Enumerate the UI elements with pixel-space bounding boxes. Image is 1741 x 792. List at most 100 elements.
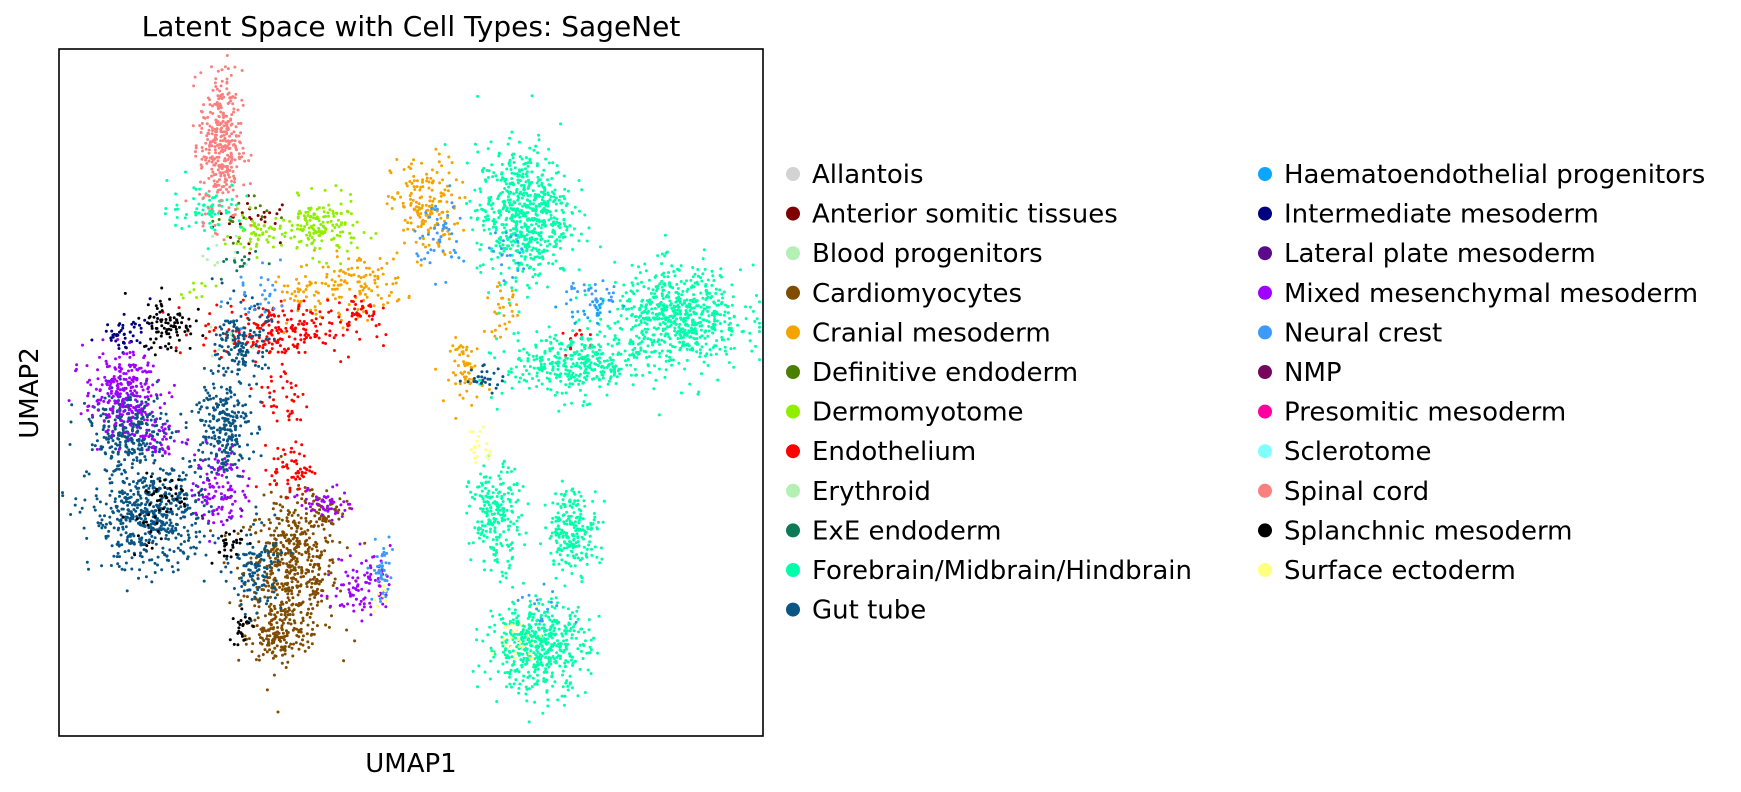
- data-point: [465, 389, 469, 393]
- data-point: [244, 312, 248, 316]
- data-point: [494, 502, 498, 506]
- data-point: [625, 363, 629, 367]
- data-point: [490, 163, 494, 167]
- data-point: [686, 316, 690, 320]
- data-point: [700, 372, 703, 376]
- data-point: [654, 274, 658, 278]
- data-point: [285, 568, 289, 572]
- data-point: [707, 305, 711, 309]
- data-point: [467, 371, 470, 375]
- data-point: [336, 218, 340, 222]
- data-point: [181, 296, 185, 300]
- data-point: [335, 249, 339, 253]
- data-point: [242, 245, 246, 249]
- data-point: [465, 161, 469, 165]
- data-point: [295, 557, 299, 561]
- data-point: [508, 303, 512, 307]
- data-point: [292, 619, 296, 623]
- data-point: [416, 209, 420, 213]
- data-point: [274, 557, 277, 560]
- data-point: [535, 181, 539, 185]
- data-point: [674, 333, 677, 337]
- data-point: [576, 605, 580, 609]
- data-point: [280, 290, 284, 294]
- data-point: [61, 494, 65, 498]
- data-point: [116, 464, 120, 468]
- data-point: [489, 506, 493, 510]
- data-point: [545, 650, 549, 654]
- data-point: [496, 670, 500, 674]
- data-point: [569, 627, 573, 630]
- data-point: [577, 630, 580, 634]
- data-point: [658, 323, 662, 327]
- data-point: [532, 148, 536, 152]
- data-point: [525, 369, 528, 372]
- data-point: [564, 391, 568, 395]
- data-point: [555, 391, 559, 394]
- data-point: [403, 241, 406, 245]
- data-point: [458, 393, 462, 397]
- data-point: [262, 588, 265, 592]
- data-point: [490, 495, 494, 499]
- data-point: [309, 206, 313, 210]
- data-point: [542, 221, 546, 225]
- data-point: [713, 323, 717, 327]
- data-point: [580, 343, 584, 346]
- data-point: [534, 640, 537, 644]
- data-point: [552, 562, 556, 566]
- data-point: [586, 527, 590, 531]
- data-point: [448, 251, 452, 255]
- data-point: [660, 338, 664, 342]
- data-point: [525, 170, 529, 174]
- data-point: [691, 266, 695, 269]
- data-point: [164, 533, 168, 537]
- data-point: [548, 198, 552, 202]
- data-point: [318, 566, 322, 570]
- data-point: [532, 612, 536, 616]
- data-point: [532, 358, 536, 362]
- data-point: [250, 650, 254, 654]
- data-point: [517, 653, 521, 657]
- data-point: [134, 509, 138, 513]
- data-point: [333, 577, 337, 581]
- data-point: [134, 500, 138, 504]
- data-point: [324, 214, 327, 218]
- data-point: [546, 285, 550, 289]
- data-point: [341, 230, 345, 234]
- data-point: [297, 647, 301, 651]
- data-point: [250, 219, 254, 223]
- data-point: [187, 536, 191, 540]
- data-point: [297, 521, 301, 525]
- data-point: [253, 232, 257, 236]
- data-point: [586, 668, 590, 672]
- data-point: [506, 491, 510, 495]
- data-point: [301, 638, 304, 642]
- data-point: [567, 344, 571, 348]
- data-point: [277, 275, 281, 279]
- data-point: [478, 264, 482, 268]
- data-point: [479, 472, 483, 476]
- data-point: [264, 468, 268, 472]
- data-point: [212, 328, 216, 332]
- data-point: [143, 455, 147, 459]
- data-point: [727, 361, 731, 365]
- data-point: [605, 393, 609, 397]
- data-point: [200, 295, 204, 298]
- data-point: [510, 685, 513, 689]
- data-point: [527, 245, 531, 249]
- data-point: [542, 679, 546, 683]
- data-point: [550, 177, 554, 180]
- data-point: [480, 489, 484, 493]
- data-point: [317, 206, 321, 210]
- data-point: [317, 299, 321, 303]
- data-point: [284, 666, 288, 669]
- data-point: [332, 283, 336, 287]
- data-point: [500, 172, 504, 176]
- data-point: [122, 468, 126, 472]
- data-point: [316, 579, 320, 583]
- data-point: [508, 675, 511, 679]
- data-point: [539, 613, 543, 617]
- data-point: [581, 404, 585, 407]
- data-point: [634, 276, 638, 280]
- data-point: [260, 385, 264, 389]
